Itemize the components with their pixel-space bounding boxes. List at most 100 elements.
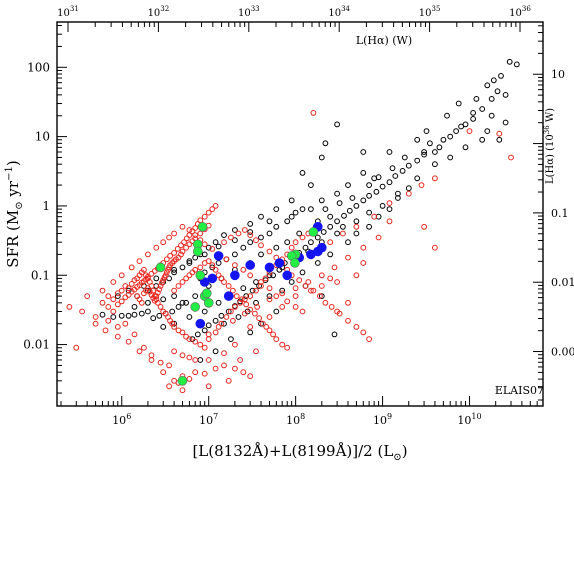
black-open-point	[228, 336, 234, 343]
red-open-point	[279, 304, 286, 310]
black-open-point	[314, 234, 321, 241]
red-open-point	[197, 230, 204, 237]
black-open-point	[205, 244, 212, 251]
red-open-point	[266, 285, 273, 292]
red-open-point	[258, 242, 264, 249]
red-open-point	[215, 272, 222, 279]
red-open-point	[186, 227, 193, 233]
black-open-point	[366, 223, 373, 230]
red-open-point	[296, 277, 303, 284]
red-open-point	[192, 232, 199, 239]
black-open-point	[212, 239, 219, 246]
red-open-point	[212, 203, 219, 209]
black-open-point	[131, 311, 138, 318]
red-open-point	[183, 244, 190, 251]
red-open-point	[260, 320, 266, 327]
red-open-point	[371, 213, 378, 220]
red-open-point	[345, 299, 351, 306]
black-open-point	[308, 206, 314, 213]
red-open-point	[353, 324, 360, 330]
black-open-point	[360, 149, 367, 155]
red-open-point	[508, 154, 514, 161]
top-tick-label: 1035	[419, 5, 441, 19]
black-open-point	[215, 243, 222, 250]
green-filled-point	[177, 375, 188, 386]
black-open-point	[334, 190, 341, 197]
black-open-point	[405, 162, 412, 169]
black-open-point	[386, 179, 393, 186]
black-open-point	[194, 331, 201, 338]
black-open-point	[110, 314, 117, 320]
series-3	[155, 222, 319, 386]
red-open-point	[334, 279, 341, 285]
blue-filled-point	[230, 270, 240, 281]
red-open-point	[241, 227, 248, 233]
red-open-point	[209, 246, 216, 252]
top-tick-label: 1036	[509, 5, 531, 19]
blue-filled-point	[274, 258, 285, 268]
black-open-point	[138, 310, 145, 317]
red-open-point	[247, 306, 254, 313]
red-open-point	[221, 350, 227, 357]
red-open-point	[366, 336, 373, 343]
black-open-point	[488, 112, 495, 119]
panel-label: ELAIS07	[495, 384, 544, 397]
red-open-point	[243, 301, 250, 308]
red-open-point	[205, 336, 212, 343]
black-open-point	[447, 154, 454, 161]
green-filled-point	[202, 288, 212, 299]
black-open-point	[462, 144, 469, 151]
red-open-point	[179, 279, 186, 285]
red-open-point	[317, 293, 323, 300]
black-open-point	[414, 136, 421, 143]
black-open-point	[432, 161, 438, 168]
black-open-point	[99, 311, 106, 318]
red-open-point	[125, 292, 132, 298]
black-open-point	[266, 218, 273, 225]
red-open-point	[432, 175, 438, 182]
red-open-point	[201, 370, 208, 377]
series-1	[66, 110, 514, 394]
black-open-point	[160, 296, 167, 303]
red-open-point	[174, 246, 181, 252]
black-open-point	[232, 251, 238, 258]
black-open-point	[273, 206, 280, 213]
red-open-point	[160, 239, 167, 246]
black-open-point	[153, 275, 160, 282]
red-open-point	[230, 317, 236, 324]
red-open-point	[148, 357, 155, 363]
black-open-point	[379, 203, 386, 209]
black-open-point	[341, 212, 347, 219]
y-tick-label: 0.1	[31, 268, 50, 282]
black-open-point	[145, 299, 151, 306]
red-open-point	[114, 290, 121, 297]
red-open-point	[105, 317, 112, 324]
axis-ticks	[57, 22, 544, 406]
red-open-point	[308, 287, 314, 294]
black-open-point	[292, 209, 299, 216]
red-open-point	[92, 320, 99, 327]
black-open-point	[414, 157, 421, 164]
red-open-point	[122, 320, 129, 327]
red-open-point	[166, 234, 173, 241]
black-open-point	[169, 308, 176, 315]
red-open-point	[128, 281, 135, 287]
red-open-point	[432, 244, 438, 251]
top-tick-label: 1032	[148, 5, 170, 19]
black-open-point	[266, 272, 273, 279]
black-open-point	[455, 100, 462, 107]
red-open-point	[186, 232, 193, 239]
red-open-point	[418, 182, 425, 189]
black-open-point	[299, 170, 306, 176]
red-open-point	[299, 308, 306, 315]
black-open-point	[379, 183, 386, 190]
plot-frame	[56, 21, 544, 407]
red-open-point	[228, 308, 234, 315]
red-open-point	[186, 241, 193, 248]
red-open-point	[171, 287, 178, 294]
red-open-point	[253, 348, 259, 355]
black-open-point	[334, 230, 341, 237]
red-open-point	[114, 333, 121, 340]
red-open-point	[102, 327, 109, 334]
